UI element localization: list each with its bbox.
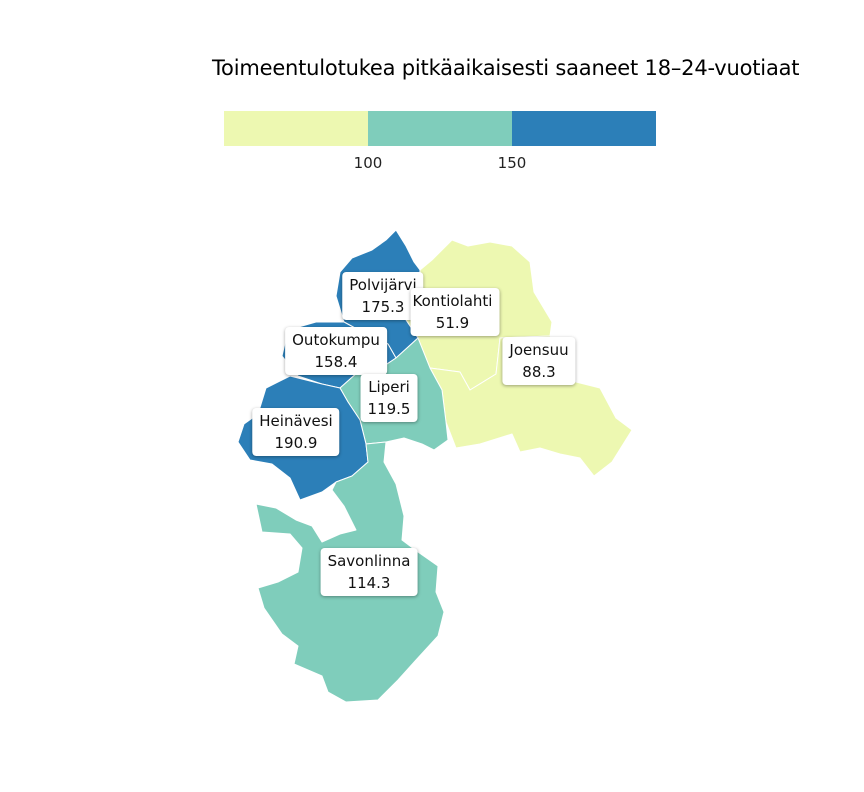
label-heinavesi-value: 190.9: [274, 434, 318, 452]
label-liperi: Liperi 119.5: [360, 374, 418, 422]
map-title: Toimeentulotukea pitkäaikaisesti saaneet…: [212, 56, 800, 80]
color-legend: [224, 111, 656, 146]
label-savonlinna-name: Savonlinna: [327, 552, 411, 570]
label-outokumpu-name: Outokumpu: [292, 331, 380, 349]
label-kontiolahti-name: Kontiolahti: [412, 292, 493, 310]
label-joensuu: Joensuu 88.3: [502, 337, 576, 385]
label-polvijarvi: Polvijärvi 175.3: [342, 272, 424, 320]
label-savonlinna: Savonlinna 114.3: [320, 548, 418, 596]
legend-bin-low: [224, 111, 368, 146]
label-joensuu-value: 88.3: [522, 363, 556, 381]
legend-tick-100: 100: [353, 154, 383, 172]
label-outokumpu: Outokumpu 158.4: [285, 327, 387, 375]
legend-tick-150: 150: [497, 154, 527, 172]
label-heinavesi: Heinävesi 190.9: [252, 408, 340, 456]
label-joensuu-name: Joensuu: [509, 341, 569, 359]
region-joensuu[interactable]: [429, 335, 633, 477]
label-kontiolahti: Kontiolahti 51.9: [410, 288, 500, 336]
legend-bin-high: [512, 111, 656, 146]
legend-bin-mid: [368, 111, 512, 146]
label-liperi-value: 119.5: [367, 400, 411, 418]
label-kontiolahti-value: 51.9: [435, 314, 470, 332]
label-polvijarvi-name: Polvijärvi: [349, 276, 417, 294]
label-savonlinna-value: 114.3: [347, 574, 391, 592]
label-polvijarvi-value: 175.3: [361, 298, 405, 316]
label-heinavesi-name: Heinävesi: [259, 412, 333, 430]
label-outokumpu-value: 158.4: [314, 353, 358, 371]
label-liperi-name: Liperi: [368, 378, 410, 396]
